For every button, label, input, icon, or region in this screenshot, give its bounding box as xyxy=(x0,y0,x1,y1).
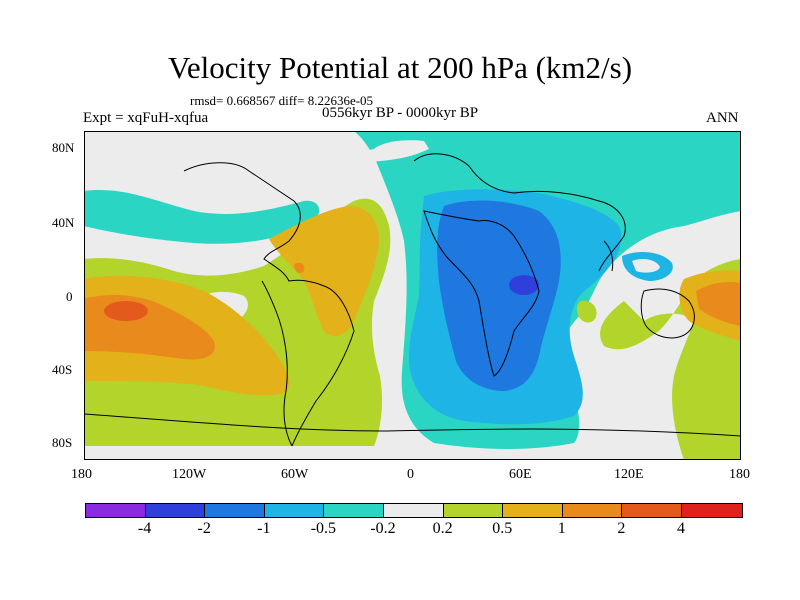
experiment-label: Expt = xqFuH-xqfua xyxy=(83,110,209,126)
colorbar-label-0: -4 xyxy=(137,520,152,537)
colorbar-label-7: 1 xyxy=(557,520,566,537)
colorbar-box-6 xyxy=(443,504,504,517)
lon-label-180w: 180 xyxy=(71,467,92,482)
colorbar-box-0 xyxy=(86,504,146,517)
colorbar-label-4: -0.2 xyxy=(370,520,396,537)
lat-label-40n: 40N xyxy=(52,215,75,230)
gold-region-americas xyxy=(269,206,379,337)
lat-label-80n: 80N xyxy=(52,140,75,155)
colorbar-box-10 xyxy=(681,504,742,517)
colorbar-box-7 xyxy=(503,504,563,517)
colorbar-box-4 xyxy=(324,504,384,517)
redorange-maximum xyxy=(104,301,148,321)
colorbar-label-8: 2 xyxy=(617,520,626,537)
stats-line: rmsd= 0.668567 diff= 8.22636e-05 xyxy=(190,93,374,108)
colorbar-label-2: -1 xyxy=(257,520,271,537)
orange-region-east xyxy=(696,281,741,326)
lat-label-80s: 80S xyxy=(52,435,73,450)
period-label: 0556kyr BP - 0000kyr BP xyxy=(322,105,479,121)
lat-label-40s: 40S xyxy=(52,362,73,377)
lon-label-0: 0 xyxy=(407,467,414,482)
grey-arctic-lobe xyxy=(154,133,429,165)
colorbar-label-9: 4 xyxy=(677,520,685,537)
teal-region-arctic xyxy=(84,131,741,188)
colorbar-label-1: -2 xyxy=(197,520,211,537)
colorbar-label-3: -0.5 xyxy=(310,520,337,537)
coastlines xyxy=(84,153,741,447)
contour-map-svg xyxy=(84,131,741,460)
season-label: ANN xyxy=(706,110,739,126)
colorbar-box-9 xyxy=(622,504,682,517)
lon-label-120e: 120E xyxy=(614,467,644,482)
lon-label-120w: 120W xyxy=(172,467,207,482)
teal-pacific-band xyxy=(84,190,320,244)
colorbar-box-3 xyxy=(264,504,325,517)
plot-title: Velocity Potential at 200 hPa (km2/s) xyxy=(167,50,633,85)
colorbar-label-5: 0.2 xyxy=(432,520,453,537)
lon-label-180e: 180 xyxy=(729,467,750,482)
lon-label-60e: 60E xyxy=(509,467,532,482)
darkblue-minimum xyxy=(509,275,539,295)
lat-label-0: 0 xyxy=(66,289,73,304)
colorbar-box-1 xyxy=(145,504,206,517)
colorbar-box-5 xyxy=(383,504,444,517)
colorbar-box-8 xyxy=(562,504,623,517)
colorbar-label-6: 0.5 xyxy=(492,520,513,537)
colorbar xyxy=(85,503,743,518)
lon-label-60w: 60W xyxy=(281,467,309,482)
yellowgreen-spot xyxy=(577,300,597,323)
colorbar-box-2 xyxy=(205,504,265,517)
grey-indonesia-spot xyxy=(632,259,660,273)
orange-spot-caribbean xyxy=(294,262,305,273)
velocity-potential-map xyxy=(84,131,741,460)
